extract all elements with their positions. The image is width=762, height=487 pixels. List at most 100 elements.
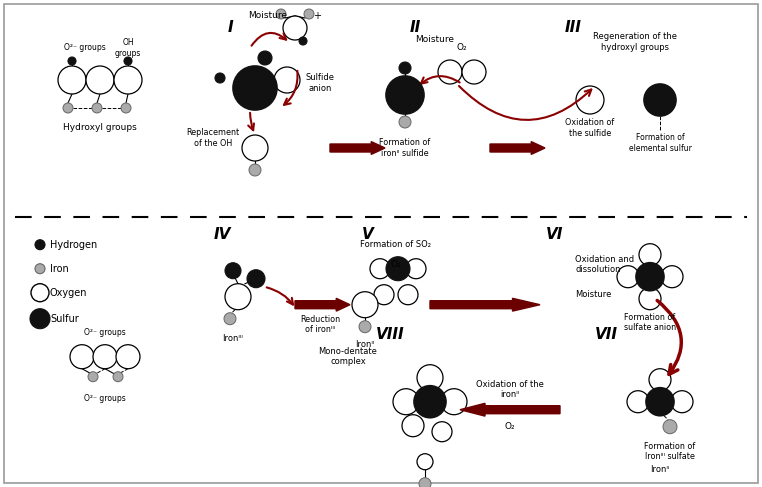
FancyArrow shape xyxy=(330,142,385,154)
Circle shape xyxy=(617,266,639,288)
Circle shape xyxy=(441,389,467,415)
Circle shape xyxy=(438,60,462,84)
Circle shape xyxy=(88,372,98,382)
Circle shape xyxy=(639,288,661,310)
Text: Formation of SO₂: Formation of SO₂ xyxy=(360,240,431,249)
Text: Hydrogen: Hydrogen xyxy=(50,240,98,250)
Text: Moisture: Moisture xyxy=(415,36,454,44)
Text: Regeneration of the
hydroxyl groups: Regeneration of the hydroxyl groups xyxy=(593,32,677,52)
Circle shape xyxy=(35,264,45,274)
Circle shape xyxy=(242,135,268,161)
Circle shape xyxy=(225,284,251,310)
Circle shape xyxy=(93,345,117,369)
Circle shape xyxy=(299,37,307,45)
Text: Moisture: Moisture xyxy=(575,290,611,299)
Text: III: III xyxy=(565,20,581,36)
Circle shape xyxy=(627,391,649,412)
Circle shape xyxy=(276,9,286,19)
Text: VII: VII xyxy=(594,327,617,342)
Circle shape xyxy=(576,86,604,114)
Text: Ironᴵᴵ: Ironᴵᴵ xyxy=(650,465,670,474)
Circle shape xyxy=(215,73,225,83)
Circle shape xyxy=(258,51,272,65)
Text: Mono-dentate
complex: Mono-dentate complex xyxy=(319,347,377,366)
Text: Formation of
ironᴵᴵ sulfide: Formation of ironᴵᴵ sulfide xyxy=(379,138,431,158)
Text: Oxidation of the
ironᴵᴵ: Oxidation of the ironᴵᴵ xyxy=(476,380,544,399)
Circle shape xyxy=(639,244,661,266)
Text: O₂: O₂ xyxy=(504,422,515,431)
Circle shape xyxy=(636,262,664,291)
Circle shape xyxy=(374,285,394,305)
Circle shape xyxy=(233,66,277,110)
Circle shape xyxy=(30,309,50,329)
Text: Oxidation of
the sulfide: Oxidation of the sulfide xyxy=(565,118,615,138)
Text: Hydroxyl groups: Hydroxyl groups xyxy=(63,124,137,132)
Text: O²⁻ groups: O²⁻ groups xyxy=(64,43,106,53)
Text: Oxidation and
dissolution: Oxidation and dissolution xyxy=(575,255,634,274)
Circle shape xyxy=(462,60,486,84)
Text: Replacement
of the OH: Replacement of the OH xyxy=(187,128,239,148)
Circle shape xyxy=(116,345,140,369)
Text: OH
groups: OH groups xyxy=(115,38,141,57)
Circle shape xyxy=(92,103,102,113)
Circle shape xyxy=(370,259,390,279)
Text: O²⁻ groups: O²⁻ groups xyxy=(84,328,126,337)
Circle shape xyxy=(432,422,452,442)
Circle shape xyxy=(352,292,378,318)
Circle shape xyxy=(224,313,236,325)
Text: Sulfur: Sulfur xyxy=(50,314,78,324)
Text: O₂: O₂ xyxy=(456,42,467,52)
Circle shape xyxy=(249,164,261,176)
Text: Formation of
Ironᴵᴵᴵ sulfate: Formation of Ironᴵᴵᴵ sulfate xyxy=(645,442,696,461)
Circle shape xyxy=(274,67,300,93)
Circle shape xyxy=(63,103,73,113)
Circle shape xyxy=(225,262,241,279)
Circle shape xyxy=(399,116,411,128)
FancyArrow shape xyxy=(490,142,545,154)
Text: VI: VI xyxy=(546,227,564,242)
Circle shape xyxy=(644,84,676,116)
Text: +: + xyxy=(313,11,321,21)
Circle shape xyxy=(386,257,410,281)
Text: O₂: O₂ xyxy=(391,260,402,269)
FancyArrow shape xyxy=(460,403,560,416)
Circle shape xyxy=(124,57,132,65)
Circle shape xyxy=(649,369,671,391)
Text: VIII: VIII xyxy=(376,327,405,342)
Circle shape xyxy=(113,372,123,382)
Circle shape xyxy=(35,240,45,250)
Text: I: I xyxy=(227,20,233,36)
Circle shape xyxy=(646,388,674,416)
Text: Sulfide
anion: Sulfide anion xyxy=(306,74,335,93)
Circle shape xyxy=(304,9,314,19)
Circle shape xyxy=(399,62,411,74)
FancyArrow shape xyxy=(430,299,540,311)
Text: IV: IV xyxy=(213,227,231,242)
Circle shape xyxy=(417,454,433,470)
Circle shape xyxy=(58,66,86,94)
Circle shape xyxy=(398,285,418,305)
Text: Formation of
sulfate anion: Formation of sulfate anion xyxy=(624,313,676,333)
Text: Ironᴵᴵ: Ironᴵᴵ xyxy=(355,340,375,349)
Circle shape xyxy=(70,345,94,369)
Text: Iron: Iron xyxy=(50,264,69,274)
Circle shape xyxy=(247,270,265,288)
Circle shape xyxy=(663,420,677,434)
Circle shape xyxy=(414,386,446,418)
Circle shape xyxy=(402,415,424,437)
Text: Formation of
elemental sulfur: Formation of elemental sulfur xyxy=(629,133,691,153)
Circle shape xyxy=(406,259,426,279)
Text: II: II xyxy=(409,20,421,36)
Text: O²⁻ groups: O²⁻ groups xyxy=(84,394,126,403)
Circle shape xyxy=(661,266,683,288)
Text: Reduction
of ironᴵᴵᴵ: Reduction of ironᴵᴵᴵ xyxy=(300,315,340,335)
Circle shape xyxy=(386,76,424,114)
Circle shape xyxy=(114,66,142,94)
Circle shape xyxy=(68,57,76,65)
Circle shape xyxy=(283,16,307,40)
Text: Moisture: Moisture xyxy=(248,12,287,20)
Circle shape xyxy=(417,365,443,391)
Text: Ironᴵᴵᴵ: Ironᴵᴵᴵ xyxy=(223,334,243,343)
FancyArrow shape xyxy=(295,299,350,311)
Circle shape xyxy=(671,391,693,412)
